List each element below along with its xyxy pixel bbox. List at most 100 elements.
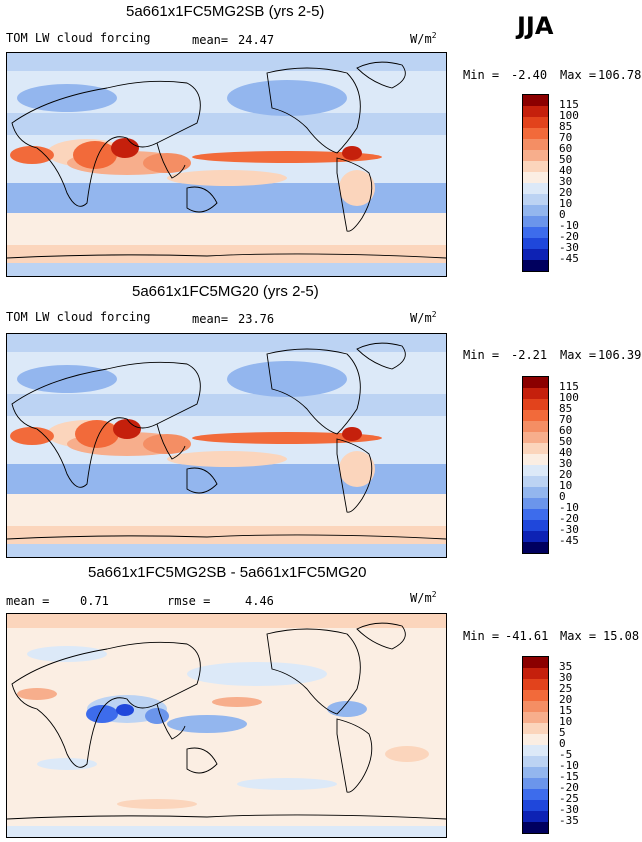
- colorbar-tick-label: 20: [559, 693, 573, 706]
- colorbar-swatch: [523, 509, 548, 520]
- panel-3-title: 5a661x1FC5MG2SB - 5a661x1FC5MG20: [88, 564, 367, 581]
- colorbar-tick-label: 25: [559, 682, 573, 695]
- colorbar-tick-label: -10: [559, 219, 579, 232]
- colorbar-tick-label: 10: [559, 715, 573, 728]
- panel-2-field-label: TOM LW cloud forcing: [6, 310, 151, 324]
- colorbar-swatch: [523, 701, 548, 712]
- colorbar-swatch: [523, 756, 548, 767]
- colorbar-tick-label: 70: [559, 413, 573, 426]
- panel-3-colorbar-labels: 35 30 25 20 15 10 5 0 -5 -10 -15 -20 -25 -30 -35: [559, 661, 579, 826]
- panel-1-max-value: 106.78: [598, 68, 642, 82]
- colorbar-swatch: [523, 657, 548, 668]
- colorbar-swatch: [523, 128, 548, 139]
- panel-3-mean-value: 0.71: [80, 594, 109, 608]
- panel-1-coastlines: [7, 61, 446, 259]
- panel-2-title: 5a661x1FC5MG20 (yrs 2-5): [132, 283, 319, 300]
- panel-2-contours: [7, 334, 446, 557]
- colorbar-tick-label: 0: [559, 737, 566, 750]
- colorbar-tick-label: -30: [559, 241, 579, 254]
- colorbar-tick-label: 50: [559, 153, 573, 166]
- colorbar-swatch: [523, 498, 548, 509]
- colorbar-swatch: [523, 106, 548, 117]
- colorbar-swatch: [523, 454, 548, 465]
- colorbar-tick-label: 0: [559, 208, 566, 221]
- panel-2-coastlines: [7, 342, 446, 540]
- colorbar-tick-label: 5: [559, 726, 566, 739]
- colorbar-swatch: [523, 811, 548, 822]
- colorbar-swatch: [523, 216, 548, 227]
- panel-3-rmse-label: rmse =: [167, 594, 211, 608]
- colorbar-tick-label: -15: [559, 770, 579, 783]
- colorbar-tick-label: 20: [559, 186, 573, 199]
- colorbar-swatch: [523, 465, 548, 476]
- colorbar-swatch: [523, 734, 548, 745]
- colorbar-tick-label: 10: [559, 197, 573, 210]
- colorbar-tick-label: 40: [559, 446, 573, 459]
- colorbar-tick-label: 70: [559, 131, 573, 144]
- panel-2-units: W/m2: [410, 310, 437, 325]
- panel-3-contours: [7, 614, 446, 837]
- panel-3-colorbar: [522, 656, 549, 834]
- colorbar-tick-label: -45: [559, 252, 579, 265]
- colorbar-swatch: [523, 476, 548, 487]
- panel-1-mean-value: 24.47: [238, 33, 275, 47]
- colorbar-swatch: [523, 410, 548, 421]
- panel-1-colorbar: [522, 94, 549, 272]
- colorbar-tick-label: 0: [559, 490, 566, 503]
- colorbar-swatch: [523, 227, 548, 238]
- panel-3-max-label: Max =: [560, 629, 597, 643]
- colorbar-tick-label: -45: [559, 534, 579, 547]
- colorbar-swatch: [523, 712, 548, 723]
- colorbar-tick-label: -10: [559, 501, 579, 514]
- colorbar-swatch: [523, 139, 548, 150]
- colorbar-tick-label: 60: [559, 142, 573, 155]
- panel-3-rmse-value: 4.46: [245, 594, 274, 608]
- panel-1-min-label: Min =: [463, 68, 500, 82]
- colorbar-swatch: [523, 172, 548, 183]
- panel-2-mean-value: 23.76: [238, 312, 275, 326]
- panel-3-map: [6, 613, 447, 838]
- panel-2-mean-label: mean=: [192, 312, 229, 326]
- colorbar-tick-label: 10: [559, 479, 573, 492]
- panel-2-map: [6, 333, 447, 558]
- panel-3-units: W/m2: [410, 590, 437, 605]
- colorbar-swatch: [523, 249, 548, 260]
- colorbar-swatch: [523, 668, 548, 679]
- colorbar-swatch: [523, 421, 548, 432]
- colorbar-swatch: [523, 487, 548, 498]
- colorbar-swatch: [523, 161, 548, 172]
- colorbar-swatch: [523, 388, 548, 399]
- panel-1-map: [6, 52, 447, 277]
- colorbar-tick-label: -20: [559, 230, 579, 243]
- colorbar-swatch: [523, 542, 548, 553]
- panel-2-min-label: Min =: [463, 348, 500, 362]
- colorbar-tick-label: 30: [559, 457, 573, 470]
- colorbar-swatch: [523, 399, 548, 410]
- panel-1-field-label: TOM LW cloud forcing: [6, 31, 151, 45]
- colorbar-swatch: [523, 723, 548, 734]
- panel-1-contours: [7, 53, 446, 276]
- panel-3-min-label: Min =: [463, 629, 500, 643]
- colorbar-swatch: [523, 531, 548, 542]
- panel-3-mean-label: mean =: [6, 594, 50, 608]
- colorbar-swatch: [523, 520, 548, 531]
- colorbar-swatch: [523, 95, 548, 106]
- colorbar-swatch: [523, 238, 548, 249]
- panel-1-units: W/m2: [410, 31, 437, 46]
- panel-2-min-value: -2.21: [511, 348, 548, 362]
- panel-2-colorbar: [522, 376, 549, 554]
- panel-1-max-label: Max =: [560, 68, 597, 82]
- panel-1-min-value: -2.40: [511, 68, 548, 82]
- colorbar-tick-label: 40: [559, 164, 573, 177]
- colorbar-swatch: [523, 778, 548, 789]
- panel-3-max-value: 15.08: [603, 629, 640, 643]
- colorbar-tick-label: -35: [559, 814, 579, 827]
- colorbar-tick-label: 15: [559, 704, 573, 717]
- colorbar-swatch: [523, 205, 548, 216]
- colorbar-tick-label: -30: [559, 523, 579, 536]
- colorbar-swatch: [523, 690, 548, 701]
- panel-3-min-value: -41.61: [505, 629, 549, 643]
- colorbar-swatch: [523, 432, 548, 443]
- panel-2-colorbar-labels: 115 100 85 70 60 50 40 30 20 10 0 -10 -20 -30 -45: [559, 381, 579, 546]
- colorbar-tick-label: 50: [559, 435, 573, 448]
